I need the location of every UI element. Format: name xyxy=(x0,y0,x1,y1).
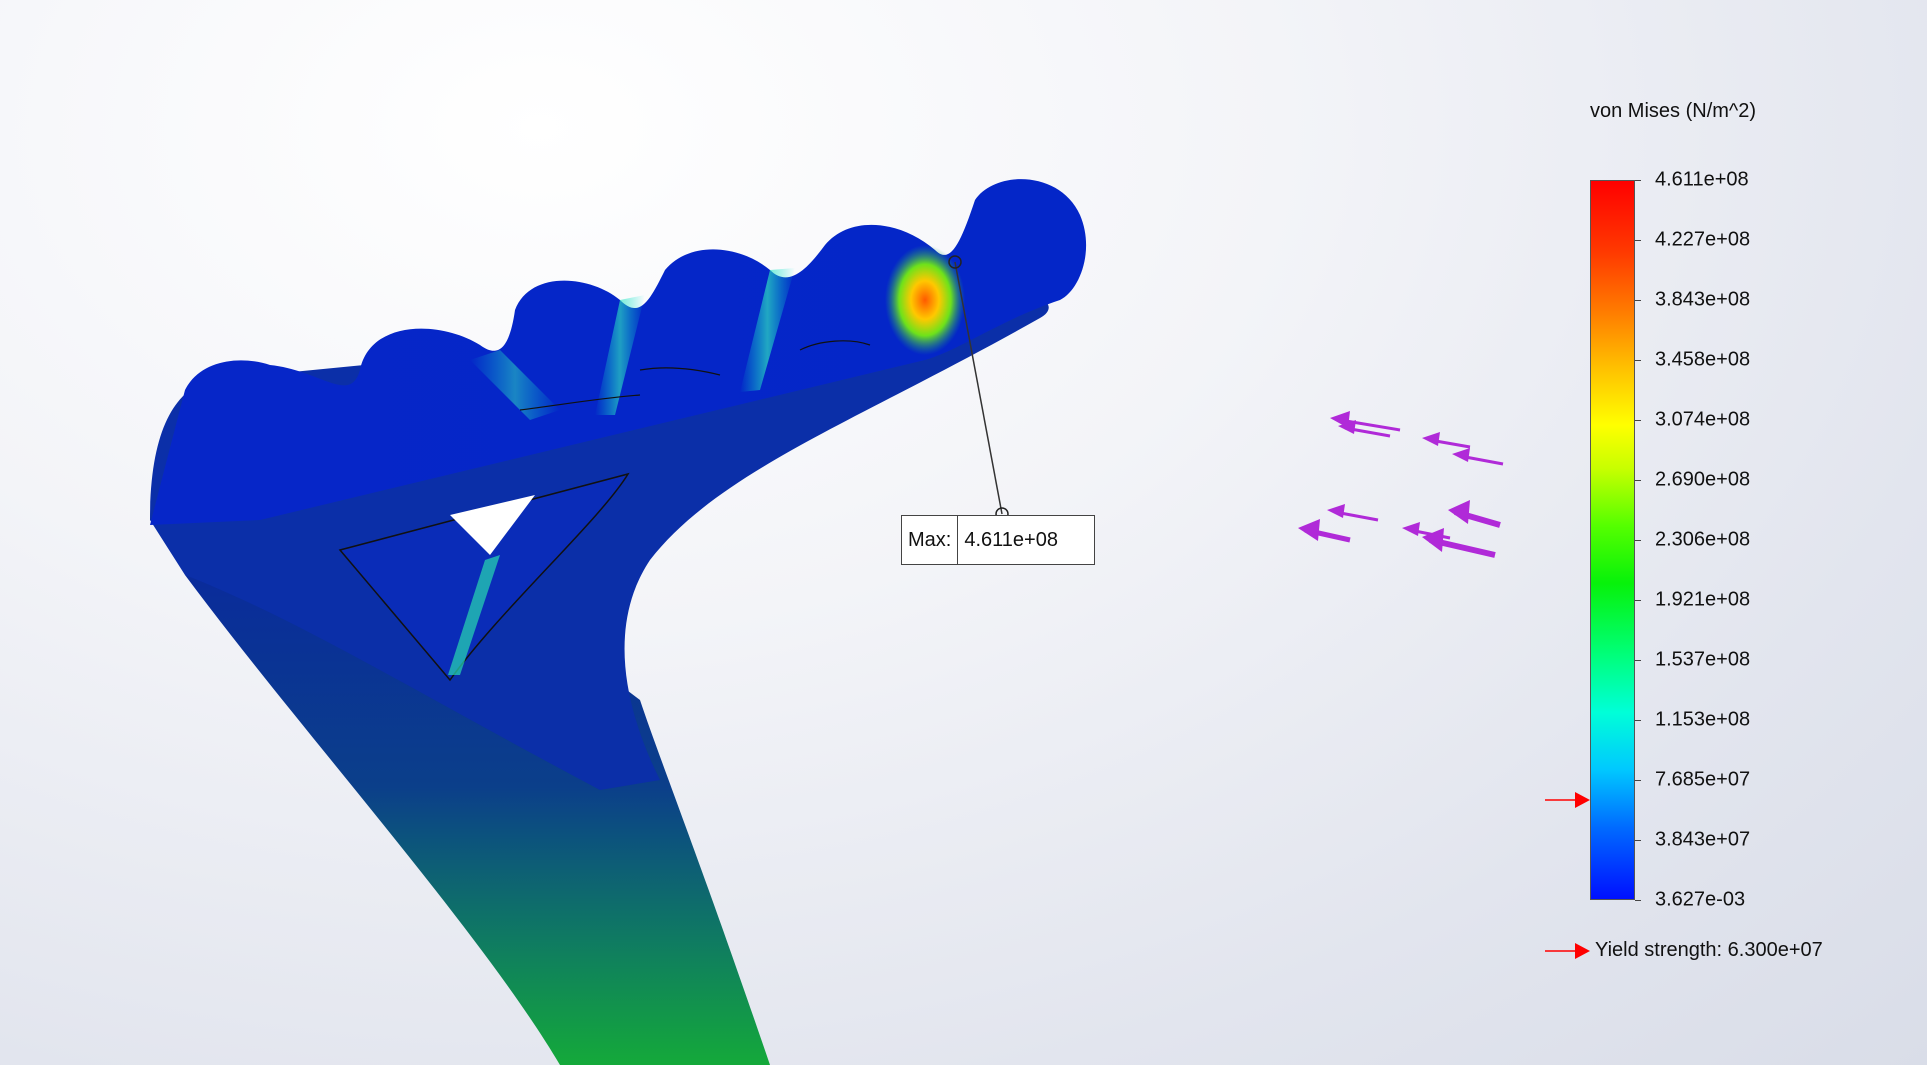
part-cutout-hole xyxy=(450,495,535,555)
max-probe-callout[interactable]: Max: 4.611e+08 xyxy=(901,515,1096,565)
legend-tick-mark xyxy=(1635,720,1641,721)
legend-tick-label: 2.690e+08 xyxy=(1655,468,1751,491)
legend-tick-label: 1.537e+08 xyxy=(1655,648,1751,671)
legend-tick-mark xyxy=(1635,600,1641,601)
stress-streak-1 xyxy=(470,350,560,420)
legend-tick-mark xyxy=(1635,540,1641,541)
probe-label: Max: xyxy=(902,516,959,564)
legend-tick-mark xyxy=(1635,180,1641,181)
color-scale-bar[interactable] xyxy=(1590,180,1635,900)
probe-leader-line xyxy=(954,261,1003,515)
legend-tick-mark xyxy=(1635,360,1641,361)
max-stress-hotspot xyxy=(885,245,965,355)
load-arrow xyxy=(1330,411,1401,438)
legend-tick-mark xyxy=(1635,420,1641,421)
legend-tick-mark xyxy=(1635,900,1641,901)
legend-tick-label: 1.153e+08 xyxy=(1655,708,1751,731)
stress-streak-3 xyxy=(740,268,795,392)
legend-tick-label: 2.306e+08 xyxy=(1655,528,1751,551)
probe-point xyxy=(948,255,962,269)
load-arrow xyxy=(1298,504,1379,543)
yield-marker-legend xyxy=(1545,943,1590,959)
yield-strength-label: Yield strength: 6.300e+07 xyxy=(1595,939,1823,961)
load-arrow xyxy=(1422,432,1504,466)
cutout-stress-streak xyxy=(448,555,500,675)
load-arrow xyxy=(1402,500,1501,558)
legend-tick-label: 1.921e+08 xyxy=(1655,588,1751,611)
legend-tick-mark xyxy=(1635,240,1641,241)
legend-tick-label: 4.227e+08 xyxy=(1655,228,1751,251)
edge-line-2 xyxy=(639,367,721,376)
legend-tick-mark xyxy=(1635,780,1641,781)
legend-tick-label: 3.843e+07 xyxy=(1655,828,1751,851)
probe-value: 4.611e+08 xyxy=(964,529,1058,551)
edge-line-1 xyxy=(519,394,641,411)
part-lower-arm xyxy=(185,560,770,1065)
legend-tick-mark xyxy=(1635,660,1641,661)
stress-streak-2 xyxy=(595,295,645,415)
legend-title: von Mises (N/m^2) xyxy=(1590,100,1757,122)
legend-tick-label: 3.074e+08 xyxy=(1655,408,1751,431)
edge-line-3 xyxy=(799,340,871,351)
legend-tick-label: 3.843e+08 xyxy=(1655,288,1751,311)
legend-tick-label: 3.458e+08 xyxy=(1655,348,1751,371)
legend-tick-label: 4.611e+08 xyxy=(1655,168,1749,191)
yield-marker-on-colorbar xyxy=(1545,792,1590,808)
legend-tick-label: 3.627e-03 xyxy=(1655,888,1746,911)
load-arrows-group[interactable] xyxy=(1298,411,1504,558)
legend-tick-mark xyxy=(1635,480,1641,481)
legend-tick-label: 7.685e+07 xyxy=(1655,768,1751,791)
legend-tick-mark xyxy=(1635,840,1641,841)
legend-tick-mark xyxy=(1635,300,1641,301)
